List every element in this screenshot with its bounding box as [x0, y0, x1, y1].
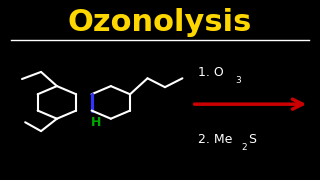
Text: Ozonolysis: Ozonolysis — [68, 8, 252, 37]
Text: 1. O: 1. O — [198, 66, 224, 79]
Text: 2. Me: 2. Me — [198, 133, 232, 146]
Text: 3: 3 — [236, 76, 241, 85]
Text: 2: 2 — [242, 143, 247, 152]
Text: S: S — [248, 133, 256, 146]
Text: H: H — [91, 116, 101, 129]
